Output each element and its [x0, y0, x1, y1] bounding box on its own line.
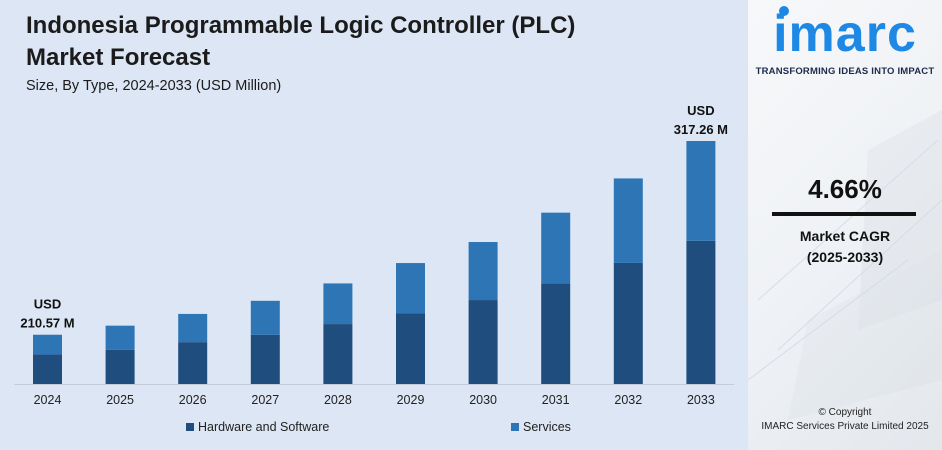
- legend-label-hardware: Hardware and Software: [198, 420, 330, 434]
- x-tick-label: 2030: [469, 393, 497, 407]
- data-label-2033: USD: [687, 103, 714, 118]
- data-label-2024: 210.57 M: [20, 316, 74, 331]
- bar-2030-hardware: [468, 300, 498, 384]
- x-tick-label: 2027: [251, 393, 279, 407]
- data-label-2033: 317.26 M: [674, 122, 728, 137]
- cagr-label-line-2: (2025-2033): [806, 249, 884, 265]
- x-tick-label: 2025: [106, 393, 134, 407]
- logo-dot: [779, 6, 790, 16]
- bar-2032-hardware: [613, 262, 643, 384]
- chart-title: Indonesia Programmable Logic Controller …: [26, 10, 726, 74]
- chart-title-line-2: Market Forecast: [26, 44, 211, 71]
- x-tick-label: 2031: [542, 393, 570, 407]
- bar-2027-hardware: [250, 334, 280, 384]
- bar-2026-services: [178, 313, 208, 343]
- data-label-2024: USD: [34, 297, 61, 312]
- bar-2033-services: [686, 140, 716, 241]
- background-decoration: [748, 110, 942, 420]
- bar-2029-services: [396, 263, 425, 314]
- bar-2025-hardware: [105, 349, 135, 384]
- legend-item-hardware: Hardware and Software: [186, 420, 329, 434]
- copyright: © Copyright IMARC Services Private Limit…: [748, 406, 942, 434]
- x-tick-label: 2024: [34, 393, 62, 407]
- cagr-label: Market CAGR (2025-2033): [748, 226, 942, 268]
- logo-tagline: TRANSFORMING IDEAS INTO IMPACT: [755, 66, 935, 77]
- chart-subtitle: Size, By Type, 2024-2033 (USD Million): [26, 78, 282, 94]
- logo-wordmark: imarc: [773, 4, 917, 64]
- chart-title-line-1: Indonesia Programmable Logic Controller …: [26, 12, 576, 39]
- bar-chart: 2024 2025 2026 2027 2028 2029 2030 2031 2032 2033…: [14, 103, 734, 407]
- x-tick-label: 2032: [614, 393, 642, 407]
- bar-2024-hardware: [33, 354, 62, 384]
- legend-label-services: Services: [523, 420, 571, 434]
- imarc-logo: imarc TRANSFORMING IDEAS INTO IMPACT: [748, 4, 942, 77]
- x-tick-label: 2029: [397, 393, 425, 407]
- cagr-label-line-1: Market CAGR: [799, 228, 891, 244]
- cagr-divider: [772, 212, 916, 216]
- logo-text: imarc: [773, 5, 917, 63]
- bar-2030-services: [468, 242, 498, 301]
- bar-2031-services: [541, 212, 571, 284]
- copyright-line-1: © Copyright: [818, 407, 872, 418]
- x-tick-label: 2026: [179, 393, 207, 407]
- bar-2028-services: [323, 283, 353, 325]
- legend-swatch-hardware: [186, 423, 194, 431]
- bar-2033-hardware: [686, 240, 716, 384]
- bar-2027-services: [250, 300, 280, 335]
- bar-2024-services: [33, 334, 62, 355]
- x-tick-label: 2033: [687, 393, 715, 407]
- bar-2031-hardware: [541, 283, 571, 384]
- info-panel: imarc TRANSFORMING IDEAS INTO IMPACT 4.6…: [748, 0, 942, 450]
- bar-2028-hardware: [323, 324, 353, 384]
- bar-2025-services: [105, 325, 135, 350]
- legend-item-services: Services: [511, 420, 571, 434]
- bar-2026-hardware: [178, 342, 208, 384]
- bar-2029-hardware: [396, 313, 425, 384]
- x-tick-label: 2028: [324, 393, 352, 407]
- cagr-value: 4.66%: [808, 174, 882, 204]
- legend-swatch-services: [511, 423, 519, 431]
- bar-2032-services: [613, 178, 643, 263]
- copyright-line-2: IMARC Services Private Limited 2025: [761, 421, 929, 432]
